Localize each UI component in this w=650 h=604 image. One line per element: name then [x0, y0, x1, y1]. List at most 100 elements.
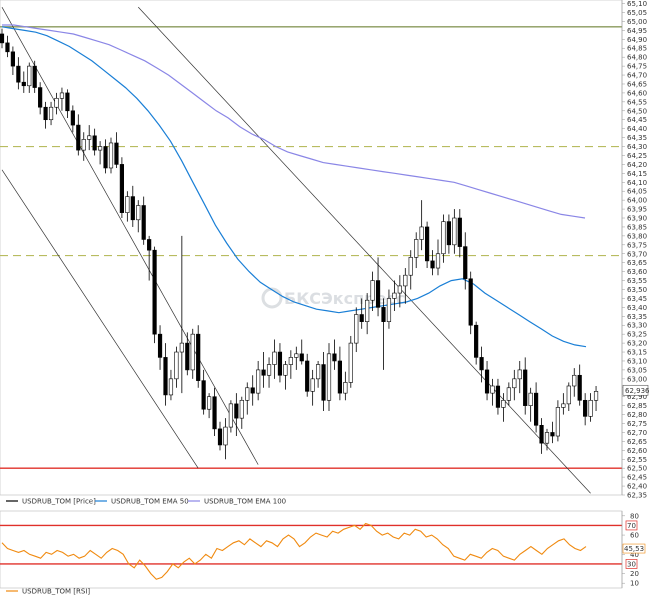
candle-body — [326, 353, 332, 401]
candle — [168, 369, 174, 401]
candle — [87, 125, 92, 151]
candle — [59, 87, 65, 111]
candle — [70, 105, 75, 133]
candle — [337, 346, 343, 401]
candle-body — [81, 139, 86, 151]
candle-body — [98, 146, 103, 151]
candle — [490, 378, 495, 406]
candle — [501, 393, 506, 422]
candle — [283, 360, 288, 390]
candle — [261, 352, 266, 388]
price-tick-label: 62,65 — [627, 438, 647, 446]
price-tick-label: 63,45 — [627, 295, 647, 303]
candle-body — [190, 333, 195, 371]
candle — [299, 339, 304, 365]
price-tick-label: 64,30 — [627, 143, 647, 151]
candle-body — [566, 385, 571, 405]
candle-body — [430, 260, 435, 269]
candle — [0, 28, 5, 49]
price-tick-label: 64,05 — [627, 188, 647, 196]
candle-body — [359, 314, 364, 322]
candle — [174, 346, 179, 388]
legend-label: USDRUB_TOM [Price] — [22, 498, 96, 506]
price-tick-label: 63,95 — [627, 206, 647, 214]
candle — [163, 343, 168, 406]
candle — [65, 89, 70, 118]
price-tick-label: 63,55 — [627, 277, 647, 285]
candle — [92, 128, 97, 156]
last-price-box — [622, 384, 649, 396]
candle — [250, 375, 255, 406]
legend-rsi: USDRUB_TOM [RSI] — [6, 588, 90, 596]
candle-body — [147, 239, 152, 251]
price-tick-label: 63,80 — [627, 232, 647, 240]
channel-line — [1, 169, 199, 469]
candle — [48, 101, 54, 126]
candle-body — [468, 278, 473, 326]
watermark-text: БКСЭкспресс — [284, 289, 405, 308]
price-tick-label: 63,10 — [627, 357, 647, 365]
candle — [223, 418, 228, 460]
candle-body — [0, 33, 5, 44]
candle-body — [277, 351, 283, 376]
price-tick-label: 64,15 — [627, 170, 647, 178]
candle — [495, 378, 501, 415]
price-tick-label: 64,45 — [627, 116, 647, 124]
candle-body — [294, 353, 299, 358]
candle — [348, 335, 353, 388]
channel-line — [137, 6, 591, 494]
candle — [566, 382, 571, 412]
price-tick-label: 63,65 — [627, 259, 647, 267]
candle-body — [256, 369, 261, 394]
candle — [561, 393, 566, 415]
price-tick-label: 63,00 — [627, 375, 647, 383]
candle-body — [528, 392, 533, 406]
candle-body — [87, 135, 92, 140]
price-tick-label: 62,75 — [627, 420, 647, 428]
candle — [315, 360, 321, 388]
candle-body — [266, 364, 272, 376]
candle — [228, 400, 234, 433]
bcs-logo-icon — [261, 287, 283, 309]
candle-body — [517, 369, 522, 380]
candle-body — [506, 387, 511, 401]
candle-body — [103, 146, 108, 169]
candle-body — [484, 369, 490, 394]
candle — [359, 298, 364, 329]
candle-body — [370, 280, 375, 301]
candle-body — [43, 106, 48, 121]
price-tick-label: 64,90 — [627, 36, 647, 44]
price-tick-label: 64,80 — [627, 54, 647, 62]
candle-body — [310, 378, 315, 392]
candle — [326, 343, 332, 412]
legend-label: USDRUB_TOM [RSI] — [22, 588, 90, 596]
candle — [523, 357, 528, 415]
price-tick-label: 64,65 — [627, 80, 647, 88]
price-tick-label: 62,40 — [627, 483, 647, 491]
candle-body — [76, 124, 81, 151]
price-tick-label: 62,35 — [627, 492, 647, 500]
candle-body — [92, 135, 97, 151]
candle-body — [495, 385, 501, 408]
candle-body — [185, 342, 190, 371]
price-tick-label: 64,00 — [627, 197, 647, 205]
candle — [54, 92, 59, 115]
candle — [381, 298, 386, 370]
price-tick-label: 64,85 — [627, 45, 647, 53]
candle-body — [65, 92, 70, 112]
price-tick-label: 62,90 — [627, 393, 647, 401]
candle — [468, 271, 473, 335]
candle — [539, 418, 544, 454]
candle — [43, 101, 48, 129]
candle — [217, 421, 223, 451]
candle-body — [332, 353, 337, 362]
candle — [354, 307, 359, 353]
candle-body — [424, 226, 430, 262]
candle-body — [479, 357, 484, 371]
candle — [114, 132, 119, 168]
candle-body — [5, 42, 10, 53]
candle — [463, 232, 468, 290]
candle — [517, 360, 522, 394]
candle — [397, 275, 402, 308]
candle-body — [446, 221, 452, 246]
